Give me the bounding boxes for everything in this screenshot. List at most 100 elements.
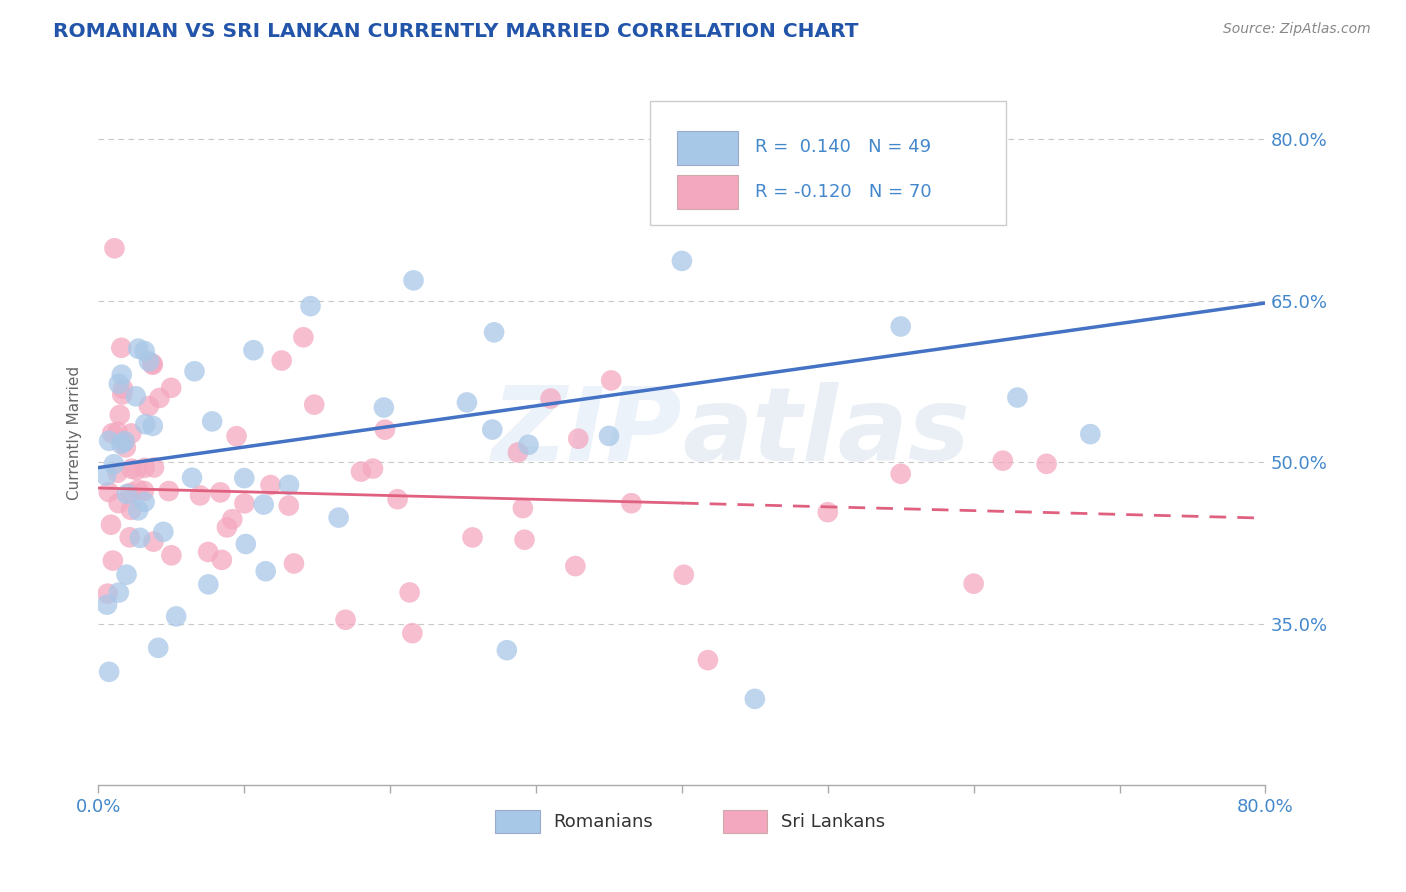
Point xyxy=(120,426,142,441)
Point xyxy=(103,241,125,255)
Point xyxy=(361,461,384,475)
Point xyxy=(108,585,131,599)
Point xyxy=(292,330,315,344)
Point xyxy=(96,598,118,612)
Point xyxy=(100,517,122,532)
Point xyxy=(270,353,292,368)
Point xyxy=(350,465,373,479)
Point xyxy=(620,496,643,510)
Point xyxy=(209,485,232,500)
Point xyxy=(283,557,305,571)
Text: ZIP: ZIP xyxy=(491,382,682,483)
Point xyxy=(114,434,136,449)
Point xyxy=(134,417,156,432)
Y-axis label: Currently Married: Currently Married xyxy=(67,366,83,500)
Point xyxy=(201,414,224,428)
Point xyxy=(160,549,183,563)
Point xyxy=(254,564,277,578)
Point xyxy=(225,429,247,443)
Point xyxy=(481,423,503,437)
Text: Romanians: Romanians xyxy=(554,813,654,830)
Point xyxy=(540,392,562,406)
Text: ROMANIAN VS SRI LANKAN CURRENTLY MARRIED CORRELATION CHART: ROMANIAN VS SRI LANKAN CURRENTLY MARRIED… xyxy=(53,22,859,41)
Point xyxy=(134,495,156,509)
Point xyxy=(125,463,148,477)
FancyBboxPatch shape xyxy=(723,810,768,833)
Point xyxy=(108,408,131,422)
Point xyxy=(672,567,695,582)
Point xyxy=(299,299,322,313)
Point xyxy=(221,512,243,526)
Point xyxy=(96,468,118,483)
Point xyxy=(108,376,131,391)
Point xyxy=(242,343,264,358)
Point xyxy=(890,319,912,334)
Point xyxy=(461,531,484,545)
Point xyxy=(188,488,211,502)
Point xyxy=(215,520,238,534)
Point xyxy=(373,401,395,415)
Point xyxy=(278,478,301,492)
Point xyxy=(374,423,396,437)
Point xyxy=(97,485,120,500)
Point xyxy=(142,534,165,549)
Point xyxy=(107,496,129,510)
Point xyxy=(456,395,478,409)
Point xyxy=(107,425,129,439)
Point xyxy=(991,453,1014,467)
FancyBboxPatch shape xyxy=(678,131,738,165)
Point xyxy=(120,503,142,517)
Point xyxy=(138,399,160,413)
Point xyxy=(890,467,912,481)
Point xyxy=(197,545,219,559)
Point xyxy=(564,559,586,574)
Point xyxy=(513,533,536,547)
Point xyxy=(496,643,519,657)
Point xyxy=(259,478,281,492)
Point xyxy=(110,437,132,451)
Point xyxy=(398,585,420,599)
Point xyxy=(111,368,134,382)
Point xyxy=(512,501,534,516)
Point xyxy=(114,441,136,455)
Point xyxy=(97,587,120,601)
Point xyxy=(1080,427,1102,442)
Point xyxy=(160,381,183,395)
Point xyxy=(127,503,149,517)
Point xyxy=(107,466,129,480)
Point xyxy=(197,577,219,591)
Point xyxy=(600,373,623,387)
Point xyxy=(132,483,155,498)
Point xyxy=(671,254,693,268)
Point xyxy=(115,567,138,582)
Text: atlas: atlas xyxy=(682,382,970,483)
Point xyxy=(115,487,138,501)
Point xyxy=(112,435,135,450)
Point xyxy=(118,530,141,544)
Point xyxy=(235,537,257,551)
Text: Source: ZipAtlas.com: Source: ZipAtlas.com xyxy=(1223,22,1371,37)
Point xyxy=(387,492,409,507)
Point xyxy=(148,391,170,405)
Point xyxy=(120,486,142,500)
Point xyxy=(148,640,170,655)
Point xyxy=(101,553,124,567)
Point xyxy=(101,426,124,441)
Point xyxy=(233,496,256,510)
Point xyxy=(127,342,149,356)
Point xyxy=(142,418,165,433)
Point xyxy=(402,273,425,287)
Point xyxy=(110,341,132,355)
Point xyxy=(962,576,984,591)
Point xyxy=(233,471,256,485)
Point xyxy=(134,461,156,475)
Point xyxy=(506,445,529,459)
Point xyxy=(152,524,174,539)
Point xyxy=(1007,391,1029,405)
Point xyxy=(335,613,357,627)
Point xyxy=(134,344,156,359)
Point xyxy=(253,498,276,512)
Point xyxy=(125,389,148,403)
Text: R =  0.140   N = 49: R = 0.140 N = 49 xyxy=(755,138,932,156)
Point xyxy=(127,483,149,497)
